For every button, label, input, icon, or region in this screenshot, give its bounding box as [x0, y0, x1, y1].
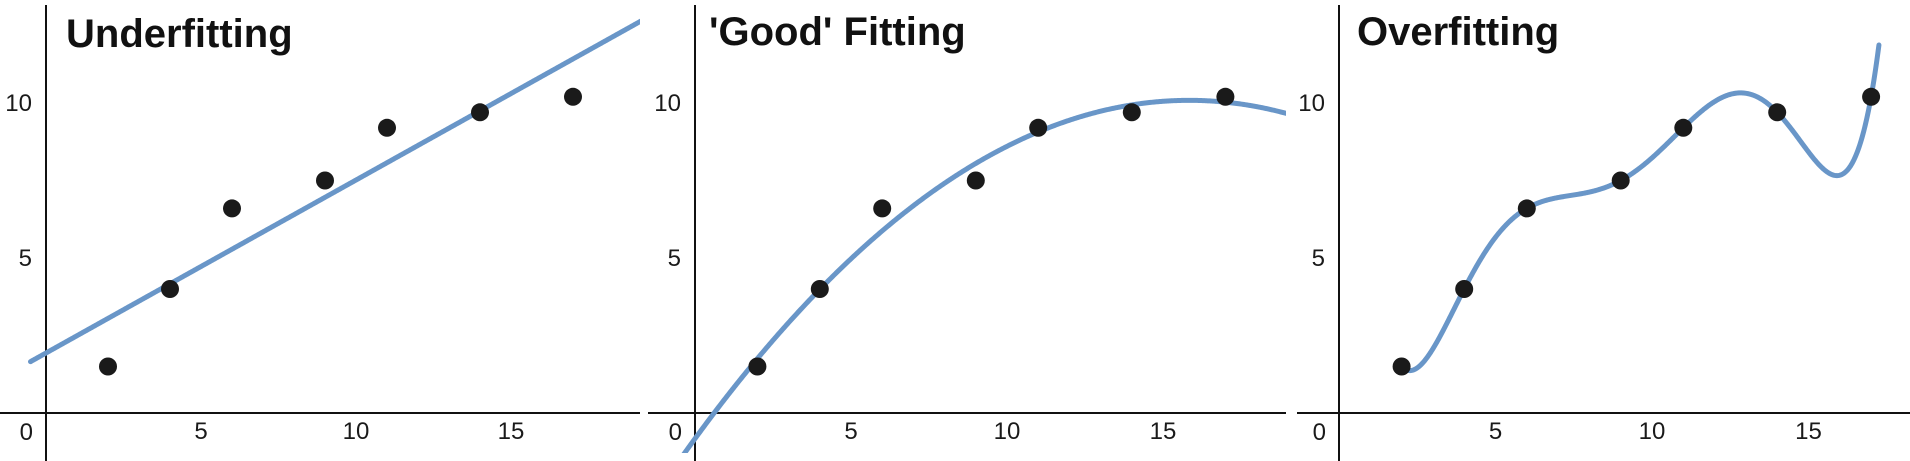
data-point: [378, 118, 396, 137]
data-point: [1455, 280, 1474, 298]
x-tick-label: 5: [844, 418, 857, 445]
fit-curve: [1395, 42, 1882, 374]
data-point: [1674, 118, 1693, 137]
data-point: [223, 199, 241, 218]
data-point: [99, 357, 117, 376]
underfitting-panel: Underfitting 0 5 10 15 5 10: [0, 5, 640, 461]
data-point: [564, 87, 582, 106]
data-point: [471, 103, 489, 122]
chart-title: Overfitting: [1357, 10, 1559, 54]
data-point: [161, 280, 179, 298]
origin-label: 0: [20, 419, 33, 446]
chart-title: Underfitting: [66, 12, 293, 56]
data-point: [1611, 171, 1630, 190]
good-fitting-panel: 'Good' Fitting 0 5 10 15 5 10: [648, 5, 1286, 461]
origin-label: 0: [669, 419, 682, 446]
data-point: [316, 171, 334, 190]
data-point: [1768, 103, 1787, 122]
x-tick-label: 15: [1795, 418, 1822, 445]
y-tick-label: 10: [654, 90, 681, 117]
x-tick-label: 15: [498, 418, 525, 445]
y-tick-label: 10: [5, 90, 32, 117]
data-point: [810, 280, 829, 298]
data-point: [1517, 199, 1536, 218]
data-point: [1216, 87, 1235, 106]
chart-title: 'Good' Fitting: [709, 10, 966, 54]
data-point: [1392, 357, 1411, 376]
x-tick-label: 10: [1639, 418, 1666, 445]
x-tick-label: 15: [1150, 418, 1177, 445]
x-tick-label: 5: [1489, 418, 1502, 445]
y-tick-label: 10: [1298, 90, 1325, 117]
y-tick-label: 5: [19, 245, 32, 272]
data-point: [873, 199, 892, 218]
data-point: [1029, 118, 1048, 137]
data-point: [966, 171, 985, 190]
data-point: [1122, 103, 1141, 122]
data-point: [748, 357, 767, 376]
y-tick-label: 5: [668, 245, 681, 272]
fit-curve: [681, 97, 1286, 453]
y-tick-label: 5: [1312, 245, 1325, 272]
fit-curve: [28, 18, 640, 365]
origin-label: 0: [1313, 419, 1326, 446]
data-point: [1862, 87, 1881, 106]
x-tick-label: 10: [994, 418, 1021, 445]
x-tick-label: 10: [343, 418, 370, 445]
x-tick-label: 5: [194, 418, 207, 445]
overfitting-panel: Overfitting 0 5 10 15 5 10: [1297, 5, 1910, 461]
